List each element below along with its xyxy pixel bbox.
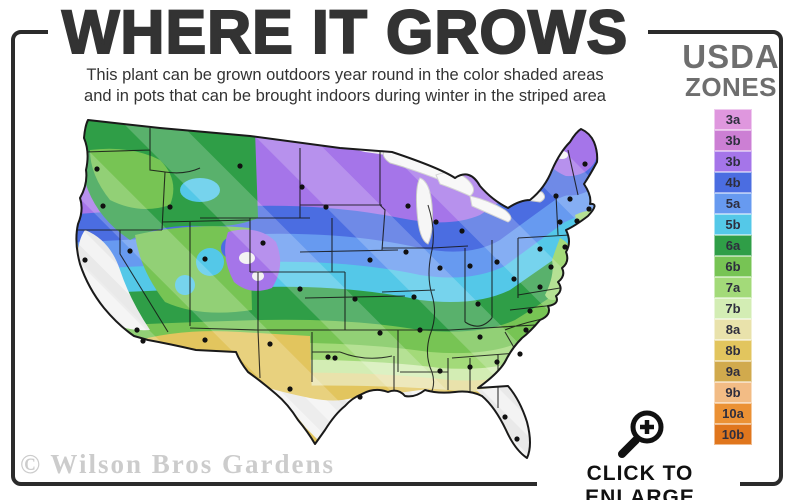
subtitle-line-1: This plant can be grown outdoors year ro…	[86, 66, 604, 85]
zone-cell-9a: 9a	[714, 360, 752, 382]
click-to-enlarge-label[interactable]: CLICK TO ENLARGE	[585, 462, 695, 500]
zone-cell-8b: 8b	[714, 339, 752, 361]
zone-cell-5b: 5b	[714, 213, 752, 235]
header: WHERE IT GROWS This plant can be grown o…	[20, 0, 670, 106]
magnifier-plus-icon[interactable]	[612, 408, 670, 460]
usda-zones-legend: USDA ZONES 3a 3b 3b 4b 5a 5b 6a 6b 7a 7b 8a 8b 9a 9b 1…	[676, 40, 786, 445]
frame-gap-enlarge	[537, 477, 740, 495]
zone-cell-10b: 10b	[714, 423, 752, 445]
us-outline	[75, 119, 599, 459]
click-to-enlarge-button[interactable]: CLICK TO ENLARGE	[540, 408, 740, 500]
zone-cell-9b: 9b	[714, 381, 752, 403]
frame-gap-title	[48, 24, 648, 42]
zone-cell-8a: 8a	[714, 318, 752, 340]
zone-cell-7a: 7a	[714, 276, 752, 298]
zone-cell-7b: 7b	[714, 297, 752, 319]
zone-cell-4b: 4b	[714, 171, 752, 193]
zone-cell-6a: 6a	[714, 234, 752, 256]
legend-title-zones: ZONES	[684, 72, 778, 102]
zone-cell-3a: 3a	[714, 108, 752, 130]
watermark: © Wilson Bros Gardens	[20, 449, 335, 479]
zone-cell-3b: 3b	[714, 150, 752, 172]
zone-cell-6b: 6b	[714, 255, 752, 277]
zone-cell-5a: 5a	[714, 192, 752, 214]
page-title: WHERE IT GROWS	[61, 0, 629, 66]
subtitle-line-2: and in pots that can be brought indoors …	[84, 87, 606, 106]
zone-cell-3b: 3b	[714, 129, 752, 151]
zone-cell-10a: 10a	[714, 402, 752, 424]
legend-title-usda: USDA	[682, 38, 780, 75]
city-dots	[82, 161, 592, 442]
zone-legend: 3a 3b 3b 4b 5a 5b 6a 6b 7a 7b 8a 8b 9a 9b 10a 10b	[714, 108, 752, 445]
